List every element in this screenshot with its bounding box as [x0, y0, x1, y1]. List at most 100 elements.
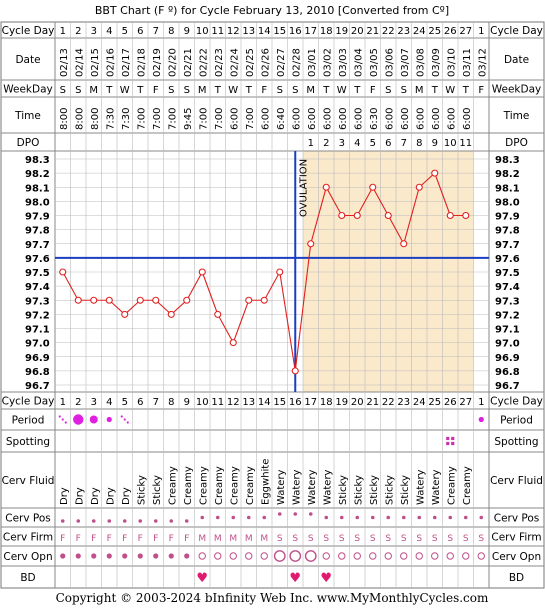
bd-heart-icon: ♥: [289, 571, 301, 586]
cycle-day-number: 4: [106, 26, 112, 37]
y-tick-right: 97.8: [495, 226, 520, 237]
cerv-firm-letter: F: [122, 534, 127, 544]
cycle-day-number-bottom: 25: [428, 397, 441, 408]
temperature-point: [400, 240, 408, 248]
weekday-label: F: [370, 85, 376, 96]
cerv-firm-letter: S: [323, 534, 329, 544]
temperature-point: [229, 339, 237, 347]
time-label: 6:00: [353, 108, 364, 130]
cerv-opn-medium: [415, 552, 423, 560]
weekday-label: T: [322, 85, 330, 96]
weekday-label: T: [245, 85, 253, 96]
y-tick-right: 96.8: [495, 367, 520, 378]
dpo-label: 4: [354, 138, 360, 149]
cerv-firm-letter: F: [153, 534, 158, 544]
cycle-day-number: 14: [258, 26, 271, 37]
dpo-label: 1: [308, 138, 314, 149]
cerv-firm-letter: S: [432, 534, 438, 544]
row-label-left-dpo: DPO: [17, 137, 40, 149]
time-label: 7:00: [136, 108, 147, 130]
date-label: 03/09: [431, 48, 442, 77]
weekday-label: T: [136, 85, 144, 96]
row-label-right-cerv-firm: Cerv Firm: [491, 532, 541, 544]
cerv-fluid-label: Eggwhite: [260, 459, 271, 505]
date-label: 02/15: [90, 48, 101, 77]
dpo-label: 9: [432, 138, 438, 149]
cerv-fluid-label: Dry: [105, 487, 116, 505]
period-spot-dot: [126, 421, 129, 424]
time-label: 9:45: [183, 108, 194, 130]
temperature-point: [276, 268, 284, 276]
date-label: 03/12: [477, 48, 488, 77]
period-medium-dot: [89, 415, 98, 424]
weekday-label: M: [415, 85, 424, 96]
time-label: 6:40: [276, 108, 287, 130]
cerv-fluid-label: Sticky: [136, 475, 147, 505]
date-label: 02/22: [198, 48, 209, 77]
spotting-marker: [446, 436, 450, 441]
cycle-day-number: 24: [413, 26, 426, 37]
row-label-right-cerv-fluid: Cerv Fluid: [490, 475, 543, 487]
cerv-pos-marker: [448, 515, 453, 520]
cycle-day-number: 26: [444, 26, 457, 37]
cerv-opn-medium: [338, 552, 346, 560]
date-label: 03/05: [369, 48, 380, 77]
cerv-fluid-label: Watery: [431, 469, 442, 505]
cycle-day-number: 23: [397, 26, 410, 37]
row-label-left-cerv-pos: Cerv Pos: [5, 513, 51, 525]
row-label-left-spotting: Spotting: [6, 436, 50, 448]
date-label: 02/16: [105, 48, 116, 77]
cycle-day-number: 2: [75, 26, 81, 37]
cerv-opn-closed: [75, 553, 81, 559]
cycle-day-number-bottom: 12: [227, 397, 240, 408]
cerv-opn-medium: [400, 552, 408, 560]
cerv-opn-medium: [462, 552, 470, 560]
cerv-firm-letter: S: [292, 534, 298, 544]
time-label: 8:00: [74, 108, 85, 130]
cerv-pos-marker: [463, 515, 468, 520]
cerv-opn-open: [273, 550, 286, 562]
row-label-right-cerv-pos: Cerv Pos: [494, 513, 540, 525]
cycle-day-number-bottom: 17: [304, 397, 317, 408]
weekday-label: M: [306, 85, 315, 96]
cerv-fluid-label: Watery: [322, 469, 333, 505]
y-tick-left: 97.7: [25, 240, 50, 251]
luteal-phase-shade: [303, 151, 474, 392]
cycle-day-number-bottom: 18: [320, 397, 333, 408]
y-tick-right: 96.9: [495, 353, 520, 364]
cerv-pos-marker: [91, 519, 96, 523]
time-label: 6:00: [322, 108, 333, 130]
date-label: 03/02: [322, 48, 333, 77]
cerv-pos-marker: [432, 515, 437, 520]
cycle-day-number: 16: [289, 26, 302, 37]
cerv-pos-marker: [308, 512, 313, 516]
cycle-day-number-bottom: 16: [289, 397, 302, 408]
cerv-firm-letter: F: [169, 534, 174, 544]
cycle-day-number-bottom: 14: [258, 397, 271, 408]
cerv-opn-medium: [245, 552, 253, 560]
weekday-label: S: [277, 85, 283, 96]
cerv-opn-closed: [168, 553, 174, 559]
cycle-day-number: 12: [227, 26, 240, 37]
temperature-point: [90, 296, 98, 304]
cerv-fluid-label: Sticky: [338, 475, 349, 505]
date-label: 02/27: [276, 48, 287, 77]
cerv-fluid-label: Creamy: [198, 466, 209, 505]
cycle-day-number: 8: [168, 26, 174, 37]
date-label: 02/24: [229, 48, 240, 77]
cycle-day-number: 13: [242, 26, 255, 37]
cerv-opn-medium: [353, 552, 361, 560]
cerv-fluid-label: Dry: [121, 487, 132, 505]
cycle-day-number: 20: [351, 26, 364, 37]
weekday-label: T: [353, 85, 361, 96]
y-tick-right: 97.7: [495, 240, 520, 251]
time-label: 6:00: [307, 108, 318, 130]
temperature-point: [384, 211, 392, 220]
cycle-day-number-bottom: 26: [444, 397, 457, 408]
weekday-label: M: [198, 85, 207, 96]
cerv-fluid-label: Dry: [90, 487, 101, 505]
cerv-pos-marker: [386, 515, 391, 520]
cerv-pos-marker: [417, 515, 422, 520]
cerv-firm-letter: S: [401, 534, 407, 544]
dpo-label: 8: [416, 138, 422, 149]
